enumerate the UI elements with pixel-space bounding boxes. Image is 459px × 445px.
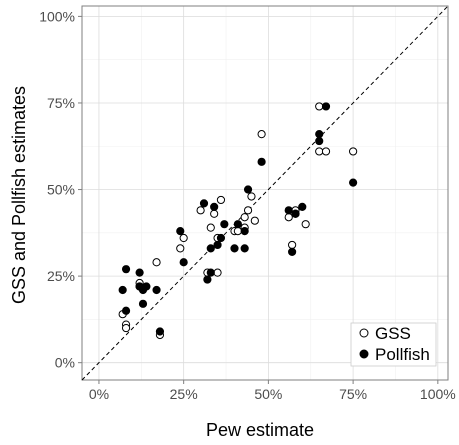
- gss-point: [243, 206, 253, 215]
- y-axis-title: GSS and Pollfish estimates: [9, 86, 29, 304]
- pollfish-point: [206, 268, 215, 277]
- gss-point: [240, 213, 249, 222]
- pollfish-point: [284, 206, 293, 215]
- legend: GSS Pollfish: [350, 322, 437, 367]
- legend-gss-label: GSS: [375, 324, 411, 343]
- x-tick-label: 0%: [89, 386, 109, 402]
- gss-point: [210, 209, 219, 218]
- pollfish-point: [142, 282, 151, 291]
- pollfish-point: [121, 306, 131, 315]
- identity-reference-line: [81, 5, 449, 381]
- pollfish-point: [349, 178, 358, 187]
- gss-point: [233, 226, 242, 236]
- gss-point: [301, 220, 310, 229]
- pollfish-point: [210, 202, 219, 211]
- pollfish-point: [118, 285, 127, 295]
- pollfish-point: [176, 226, 185, 236]
- legend-gss-key-icon: [359, 328, 369, 338]
- pollfish-point: [216, 233, 226, 243]
- pollfish-point: [315, 136, 324, 146]
- gss-point: [257, 130, 266, 139]
- pollfish-point: [206, 244, 215, 253]
- gss-point: [288, 240, 297, 250]
- pollfish-point: [203, 275, 212, 284]
- y-tick-label: 100%: [39, 8, 75, 24]
- gss-point: [206, 223, 215, 232]
- legend-pollfish-key-icon: [359, 349, 369, 359]
- legend-pollfish-label: Pollfish: [375, 345, 430, 364]
- pollfish-point: [243, 185, 253, 194]
- gss-point: [152, 258, 161, 267]
- gss-point: [250, 216, 259, 225]
- pollfish-point: [230, 244, 239, 253]
- x-tick-label: 50%: [254, 386, 282, 402]
- plot-frame: [81, 5, 449, 381]
- gss-point: [216, 195, 226, 205]
- pollfish-point: [121, 265, 131, 274]
- pollfish-point: [213, 240, 222, 250]
- pollfish-point: [199, 199, 209, 208]
- gss-point: [179, 233, 188, 243]
- pollfish-point: [220, 220, 229, 229]
- gss-point: [196, 206, 205, 215]
- y-tick-label: 0%: [55, 355, 75, 371]
- gss-point: [247, 192, 256, 201]
- pollfish-point: [233, 220, 242, 229]
- pollfish-point: [288, 247, 297, 256]
- x-axis-ticks: 0% 25% 50% 75% 100%: [89, 380, 456, 402]
- gss-point: [321, 147, 331, 156]
- pollfish-point: [135, 268, 144, 277]
- pollfish-point: [179, 258, 188, 267]
- pollfish-point: [298, 202, 307, 211]
- x-tick-label: 75%: [339, 386, 367, 402]
- gss-point: [213, 268, 222, 277]
- y-axis-ticks: 0% 25% 50% 75% 100%: [39, 8, 82, 371]
- pollfish-point: [291, 209, 300, 218]
- gss-point: [315, 102, 324, 111]
- gss-point: [284, 213, 293, 222]
- data-points: [118, 102, 358, 340]
- gss-point: [315, 147, 324, 156]
- gss-point: [349, 147, 358, 156]
- y-tick-label: 50%: [47, 182, 75, 198]
- y-tick-label: 75%: [47, 95, 75, 111]
- gss-point: [176, 244, 185, 253]
- x-tick-label: 25%: [170, 386, 198, 402]
- pollfish-point: [155, 327, 165, 336]
- pollfish-point: [240, 226, 249, 236]
- x-axis-title: Pew estimate: [206, 420, 314, 440]
- x-tick-label: 100%: [420, 386, 456, 402]
- pollfish-point: [138, 299, 148, 308]
- identity-line: [81, 5, 449, 381]
- gss-point: [121, 323, 131, 333]
- pollfish-point: [315, 130, 324, 139]
- y-tick-label: 25%: [47, 268, 75, 284]
- pollfish-point: [240, 244, 249, 253]
- pollfish-point: [152, 285, 161, 295]
- pollfish-point: [257, 157, 266, 166]
- panel-border: [81, 5, 449, 381]
- pollfish-point: [321, 102, 331, 111]
